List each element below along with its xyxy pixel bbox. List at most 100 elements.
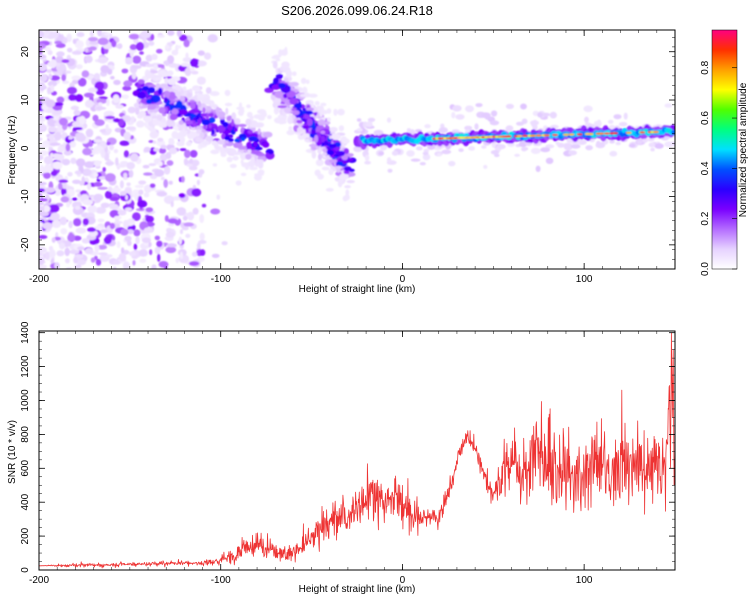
spectrogram-noise-blob bbox=[67, 172, 73, 177]
spectrogram-x-tick-label: -200 bbox=[29, 274, 49, 285]
spectrogram-noise-blob bbox=[93, 160, 101, 167]
colorbar-tick-label: 0.4 bbox=[700, 161, 711, 175]
spectrogram-noise-blob bbox=[75, 133, 86, 142]
spectrogram-noise-blob bbox=[132, 260, 136, 266]
spectrogram-noise-blob bbox=[135, 42, 145, 51]
spectrogram-noise-blob bbox=[123, 219, 129, 229]
snr-x-tick-label: -100 bbox=[211, 575, 231, 586]
spectrogram-branch-blob bbox=[309, 143, 318, 148]
spectrogram-line-halo bbox=[436, 152, 442, 157]
spectrogram-noise-blob bbox=[93, 193, 104, 202]
spectrogram-noise-blob bbox=[161, 102, 166, 107]
spectrogram-branch-blob bbox=[169, 113, 177, 121]
spectrogram-noise-blob bbox=[54, 40, 62, 45]
spectrogram-noise-blob bbox=[51, 220, 62, 228]
snr-x-tick-label: -200 bbox=[29, 575, 49, 586]
spectrogram-branch-blob bbox=[175, 100, 183, 109]
spectrogram-noise-blob bbox=[89, 41, 99, 45]
spectrogram-noise-blob bbox=[178, 193, 186, 199]
spectrogram-noise-blob bbox=[159, 153, 168, 162]
spectrogram-noise-blob bbox=[156, 191, 168, 197]
spectrogram-noise-blob bbox=[61, 158, 71, 166]
spectrogram-noise-blob bbox=[149, 249, 153, 256]
spectrogram-noise-blob bbox=[130, 116, 135, 124]
spectrogram-branch-blob bbox=[329, 126, 338, 133]
spectrogram-noise-blob bbox=[164, 215, 169, 222]
spectrogram-branch-blob bbox=[171, 85, 176, 90]
colorbar-tick-label: 0.8 bbox=[700, 60, 711, 74]
spectrogram-noise-blob bbox=[39, 150, 48, 156]
spectrogram-branch-blob bbox=[205, 98, 211, 105]
spectrogram-branch-blob bbox=[147, 103, 157, 110]
spectrogram-branch-blob bbox=[142, 86, 150, 91]
spectrogram-noise-blob bbox=[83, 92, 95, 98]
spectrogram-noise-blob bbox=[138, 180, 147, 185]
spectrogram-noise-blob bbox=[58, 117, 68, 126]
spectrogram-noise-blob bbox=[143, 146, 151, 153]
spectrogram-noise-blob bbox=[138, 189, 144, 195]
spectrogram-branch-blob bbox=[249, 115, 254, 121]
spectrogram-noise-blob bbox=[56, 51, 65, 57]
spectrogram-noise-blob bbox=[39, 188, 46, 193]
spectrogram-line-halo bbox=[483, 164, 488, 169]
spectrogram-noise-blob bbox=[122, 261, 130, 269]
spectrogram-noise-blob bbox=[170, 201, 174, 208]
spectrogram-noise-blob bbox=[81, 70, 90, 78]
spectrogram-branch-blob bbox=[306, 118, 313, 126]
spectrogram-noise-blob bbox=[48, 73, 53, 80]
spectrogram-line-peak bbox=[568, 133, 575, 136]
spectrogram-branch-blob bbox=[217, 139, 227, 145]
snr-series-line bbox=[39, 332, 675, 569]
spectrogram-branch-blob bbox=[185, 120, 194, 125]
spectrogram-branch-blob bbox=[337, 108, 345, 116]
spectrogram-branch-blob bbox=[271, 84, 281, 90]
spectrogram-noise-blob bbox=[191, 70, 199, 75]
spectrogram-line-halo bbox=[654, 143, 664, 149]
spectrogram-noise-blob bbox=[60, 196, 70, 203]
spectrogram-noise-blob bbox=[39, 167, 44, 175]
spectrogram-noise-blob bbox=[74, 205, 81, 210]
spectrogram-branch-blob bbox=[182, 127, 186, 135]
spectrogram-branch-blob bbox=[313, 112, 317, 116]
spectrogram-branch-blob bbox=[303, 92, 311, 98]
spectrogram-branch-blob bbox=[345, 189, 350, 197]
spectrogram-noise-blob bbox=[50, 170, 58, 177]
spectrogram-noise-blob bbox=[125, 57, 134, 62]
spectrogram-noise-blob bbox=[105, 115, 115, 120]
spectrogram-noise-blob bbox=[100, 229, 108, 234]
spectrogram-noise-blob bbox=[185, 233, 191, 238]
spectrogram-noise-blob bbox=[97, 30, 102, 37]
spectrogram-noise-blob bbox=[103, 110, 115, 117]
spectrogram-noise-blob bbox=[61, 74, 66, 82]
spectrogram-branch-blob bbox=[255, 122, 265, 128]
spectrogram-noise-blob bbox=[189, 67, 195, 72]
spectrogram-line-halo bbox=[458, 148, 464, 153]
spectrogram-noise-blob bbox=[148, 163, 157, 167]
spectrogram-noise-blob bbox=[76, 259, 87, 266]
colorbar-tick-label: 0.6 bbox=[700, 111, 711, 125]
spectrogram-line-peak bbox=[639, 131, 646, 134]
spectrogram-noise-blob bbox=[53, 102, 64, 106]
spectrogram-noise-blob bbox=[75, 64, 83, 70]
spectrogram-noise-blob bbox=[98, 102, 103, 106]
spectrogram-line-halo bbox=[514, 153, 520, 157]
spectrogram-noise-blob bbox=[56, 96, 65, 104]
spectrogram-noise-blob bbox=[39, 130, 43, 136]
spectrogram-branch-blob bbox=[342, 195, 348, 202]
spectrogram-branch-blob bbox=[285, 70, 293, 78]
spectrogram-noise-blob bbox=[75, 189, 82, 193]
spectrogram-noise-blob bbox=[185, 52, 189, 59]
spectrogram-noise-blob bbox=[81, 168, 92, 177]
spectrogram-line-peak bbox=[587, 132, 594, 136]
spectrogram-noise-blob bbox=[199, 249, 206, 256]
spectrogram-noise-blob bbox=[119, 140, 130, 146]
spectrogram-noise-blob bbox=[139, 51, 144, 55]
spectrogram-line-peak bbox=[530, 134, 537, 137]
spectrogram-branch-blob bbox=[214, 142, 219, 150]
spectrogram-line-halo bbox=[664, 141, 674, 148]
spectrogram-noise-blob bbox=[47, 134, 55, 141]
spectrogram-noise-blob bbox=[156, 240, 163, 248]
spectrogram-branch-blob bbox=[211, 128, 215, 136]
spectrogram-noise-blob bbox=[158, 147, 167, 154]
spectrogram-line-halo bbox=[505, 125, 514, 132]
